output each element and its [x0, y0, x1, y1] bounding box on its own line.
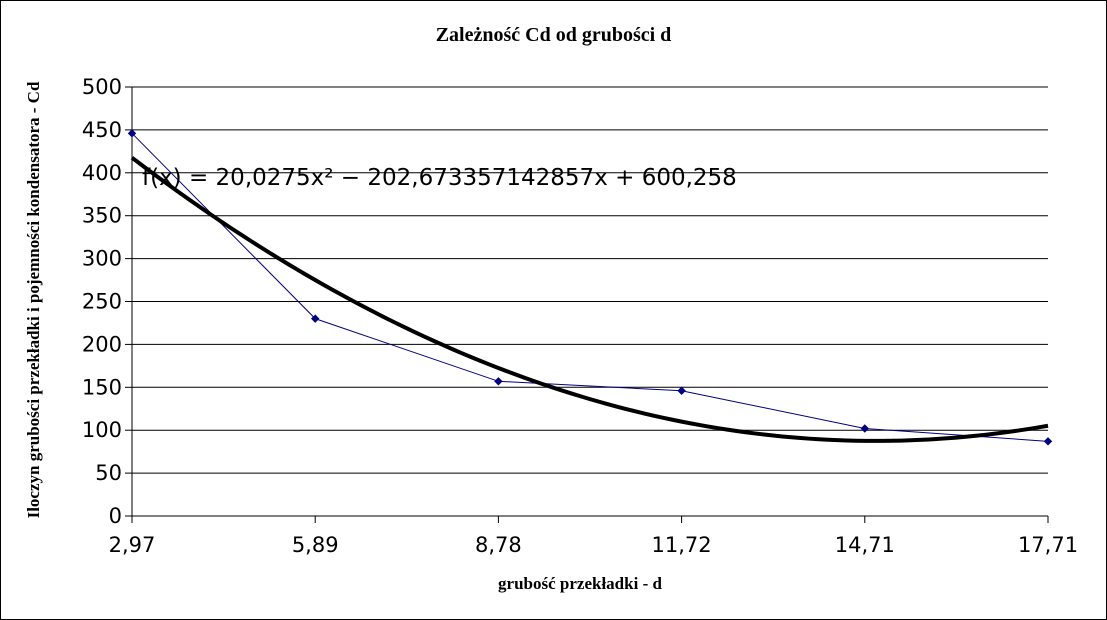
data-point-3 — [677, 386, 686, 395]
data-point-5 — [1043, 437, 1053, 446]
data-point-2 — [494, 377, 503, 386]
y-tick-label-350: 350 — [82, 204, 122, 228]
x-tick-label-4: 14,71 — [835, 533, 895, 557]
y-tick-label-500: 500 — [82, 75, 122, 99]
x-tick-label-3: 11,72 — [652, 533, 712, 557]
x-tick-label-2: 8,78 — [475, 533, 522, 557]
trendline-equation: f(x) = 20,0275x² − 202,673357142857x + 6… — [142, 165, 737, 191]
series-line-0 — [131, 132, 1049, 442]
trendline-group — [130, 156, 1049, 443]
y-tick-label-250: 250 — [82, 290, 122, 314]
y-tick-label-200: 200 — [82, 332, 122, 356]
y-tick-label-150: 150 — [82, 375, 122, 399]
trendline — [130, 156, 1049, 443]
x-tick-label-5: 17,71 — [1018, 533, 1078, 557]
y-tick-label-300: 300 — [82, 247, 122, 271]
y-tick-label-400: 400 — [82, 161, 122, 185]
x-tick-label-1: 5,89 — [292, 533, 339, 557]
gridlines — [132, 86, 1048, 474]
data-series — [127, 129, 1053, 446]
x-tick-label-0: 2,97 — [109, 533, 156, 557]
chart-title: Zależność Cd od grubości d — [435, 24, 672, 46]
data-point-0 — [127, 129, 137, 138]
data-point-4 — [860, 424, 870, 433]
y-tick-labels: 0 50 100 150 200 250 300 350 400 450 500 — [82, 75, 122, 528]
x-tick-labels: 2,97 5,89 8,78 11,72 14,71 17,71 — [109, 533, 1078, 557]
y-tick-label-450: 450 — [82, 118, 122, 142]
data-point-1 — [310, 314, 320, 323]
axes — [125, 86, 1049, 523]
y-tick-label-0: 0 — [109, 504, 122, 528]
x-axis-label: grubość przekładki - d — [498, 574, 662, 593]
y-tick-label-100: 100 — [82, 418, 122, 442]
y-tick-label-50: 50 — [95, 461, 122, 485]
